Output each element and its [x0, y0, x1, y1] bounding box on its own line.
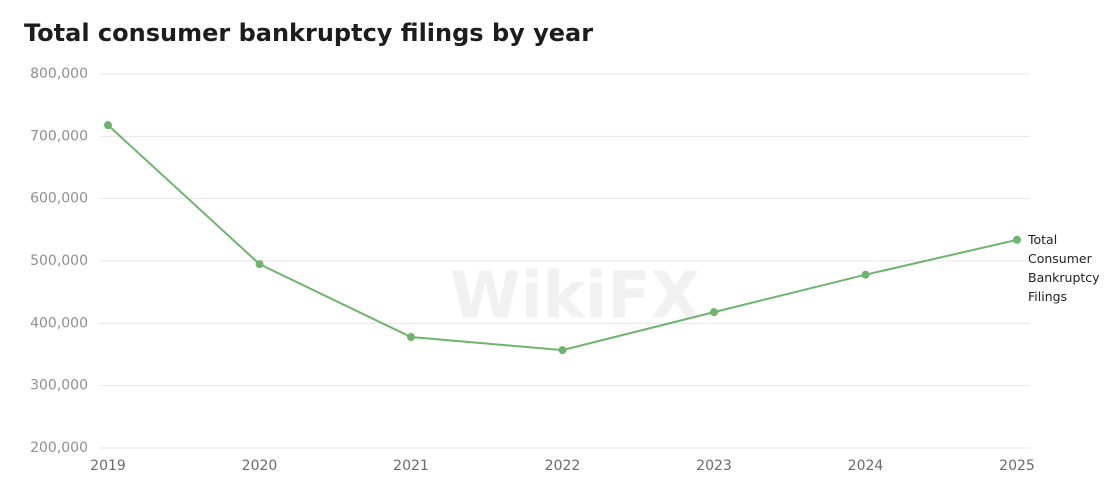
watermark: WikiFX [450, 260, 700, 334]
data-point [255, 260, 264, 269]
x-tick-label: 2025 [999, 458, 1035, 474]
y-tick-label: 300,000 [30, 378, 88, 394]
x-tick-label: 2024 [848, 458, 884, 474]
x-tick-label: 2019 [90, 458, 126, 474]
data-point [710, 308, 718, 317]
data-point [558, 346, 567, 355]
data-point [104, 121, 112, 130]
y-tick-label: 800,000 [30, 66, 88, 82]
x-tick-label: 2022 [545, 458, 581, 474]
y-tick-label: 500,000 [30, 253, 88, 269]
chart-title: Total consumer bankruptcy filings by yea… [24, 19, 593, 47]
y-tick-label: 600,000 [30, 191, 88, 207]
data-point [861, 270, 870, 279]
x-tick-label: 2020 [242, 458, 278, 474]
data-point [407, 333, 415, 342]
series-label-box: Total Consumer Bankruptcy Filings [1028, 231, 1100, 304]
data-point [1013, 235, 1021, 244]
x-tick-label: 2021 [393, 458, 429, 474]
y-tick-label: 200,000 [30, 440, 88, 456]
y-tick-label: 700,000 [30, 128, 88, 144]
y-tick-label: 400,000 [30, 315, 88, 331]
x-tick-label: 2023 [696, 458, 732, 474]
series-label: Total Consumer Bankruptcy Filings [1028, 231, 1100, 304]
